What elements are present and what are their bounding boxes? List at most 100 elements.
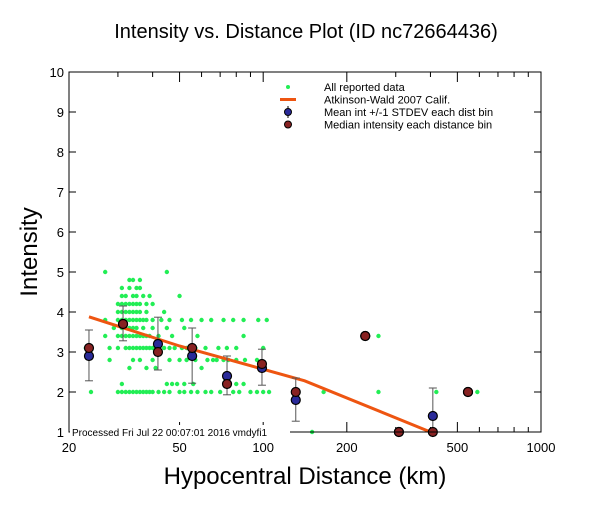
green-dot-icon	[286, 85, 290, 89]
data-point	[164, 269, 170, 275]
data-point	[144, 365, 149, 371]
data-point	[434, 389, 439, 395]
data-point	[127, 365, 132, 371]
data-point	[147, 389, 152, 395]
data-point	[241, 381, 246, 387]
data-point	[174, 381, 180, 387]
median-marker	[221, 378, 233, 390]
data-point	[376, 333, 381, 339]
y-tick-label: 3	[57, 345, 64, 360]
data-point	[137, 345, 143, 351]
legend-all-data: All reported data	[324, 82, 406, 94]
data-point	[254, 389, 260, 395]
data-point	[130, 301, 136, 307]
data-point	[182, 325, 187, 331]
data-point	[119, 285, 125, 291]
data-point	[203, 345, 208, 351]
y-tick-label: 2	[57, 385, 64, 400]
data-point	[141, 317, 146, 323]
data-point	[248, 389, 253, 395]
data-point	[130, 357, 136, 363]
data-point	[161, 389, 167, 395]
data-point	[127, 333, 132, 339]
data-point	[134, 333, 139, 339]
red-circle-icon	[284, 120, 292, 129]
data-point	[141, 389, 146, 395]
data-point	[210, 357, 216, 363]
data-point	[177, 357, 182, 363]
data-point	[205, 357, 210, 363]
data-point	[130, 389, 136, 395]
data-point	[475, 389, 480, 395]
median-marker	[117, 318, 129, 330]
data-point	[169, 333, 175, 339]
data-point	[150, 357, 155, 363]
data-point	[172, 345, 177, 351]
data-point	[188, 389, 194, 395]
data-point	[123, 333, 128, 339]
y-tick-label: 7	[57, 185, 64, 200]
footnote-bg	[70, 425, 290, 438]
data-point	[127, 309, 132, 315]
data-point	[167, 345, 172, 351]
x-axis-label: Hypocentral Distance (km)	[164, 463, 447, 490]
data-point	[144, 317, 149, 323]
data-point	[266, 389, 272, 395]
data-point	[150, 301, 155, 307]
y-tick-label: 5	[57, 265, 64, 280]
data-point	[224, 345, 230, 351]
data-point	[376, 389, 381, 395]
y-axis-label: Intensity	[16, 207, 43, 296]
data-point	[195, 389, 200, 395]
data-point	[119, 301, 125, 307]
data-point	[150, 389, 155, 395]
chart-title: Intensity vs. Distance Plot (ID nc726644…	[114, 21, 498, 43]
data-point	[177, 389, 182, 395]
data-point	[177, 293, 182, 299]
y-tick-label: 1	[57, 425, 64, 440]
data-point	[127, 317, 132, 323]
data-point	[199, 365, 204, 371]
data-point	[179, 317, 185, 323]
data-point	[234, 381, 239, 387]
data-point	[130, 317, 136, 323]
footnote: Processed Fri Jul 22 00:07:01 2016 vmdyf…	[72, 428, 268, 439]
data-point	[115, 389, 121, 395]
data-point	[209, 389, 214, 395]
data-point	[115, 345, 121, 351]
data-point	[123, 293, 128, 299]
median-marker	[187, 342, 198, 354]
data-point	[134, 325, 139, 331]
data-point	[127, 389, 132, 395]
data-point	[144, 389, 149, 395]
data-point	[164, 381, 170, 387]
data-point	[141, 325, 146, 331]
data-point	[209, 317, 214, 323]
x-tick-label: 50	[172, 440, 186, 455]
median-marker	[290, 386, 301, 398]
data-point	[137, 277, 143, 283]
data-point	[134, 317, 139, 323]
data-point	[127, 285, 132, 291]
data-point	[119, 389, 125, 395]
data-point	[141, 293, 146, 299]
x-tick-label: 1000	[527, 440, 556, 455]
data-point	[169, 381, 175, 387]
data-point	[134, 293, 139, 299]
data-point	[127, 277, 132, 283]
data-point	[164, 325, 170, 331]
median-marker	[256, 358, 268, 370]
data-point	[167, 317, 172, 323]
blue-circle-icon	[284, 108, 292, 116]
legend-median: Median intensity each distance bin	[324, 120, 492, 132]
data-point	[103, 269, 108, 275]
data-point	[150, 325, 155, 331]
data-point	[130, 309, 136, 315]
y-tick-label: 9	[57, 105, 64, 120]
x-tick-label: 200	[336, 440, 358, 455]
data-point	[195, 333, 200, 339]
data-point	[123, 389, 128, 395]
data-point	[144, 345, 149, 351]
data-point	[221, 317, 226, 323]
